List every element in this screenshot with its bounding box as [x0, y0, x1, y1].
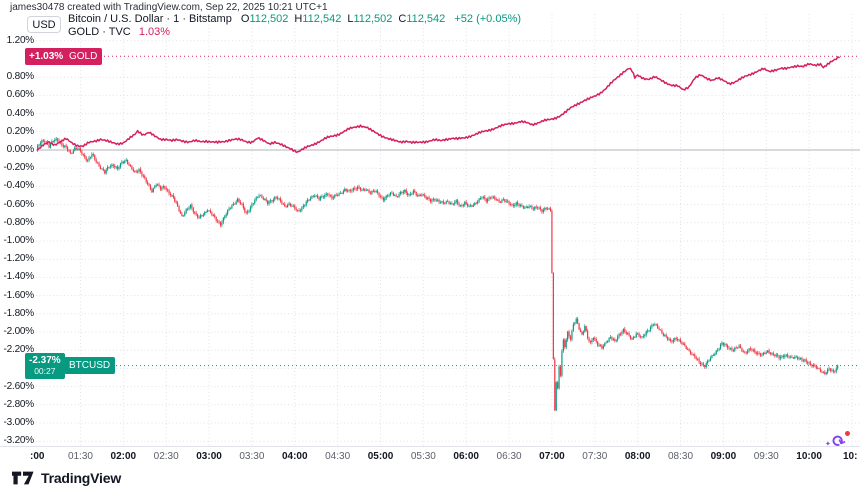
btc-badge-value: -2.37%: [29, 354, 61, 366]
time-tick-label: 02:00: [110, 451, 137, 462]
ohlc-letter: O: [240, 13, 250, 25]
ohlc-values: O112,502 H112,542 L112,502 C112,542: [235, 13, 445, 25]
gold-symbol-badge: GOLD: [64, 47, 103, 65]
symbol-title[interactable]: Bitcoin / U.S. Dollar · 1 · Bitstamp: [68, 13, 232, 25]
btc-badge-countdown: 00:27: [34, 365, 56, 376]
refresh-icon[interactable]: ✦ ⟳: [824, 430, 852, 454]
time-tick-label: 04:30: [325, 451, 351, 462]
time-scale[interactable]: :00 01:30 02:00 02:30 03:00 03:30 04:00 04:30 05…: [0, 446, 860, 467]
tradingview-logo-icon: [12, 471, 34, 485]
tradingview-logo[interactable]: TradingView: [12, 470, 121, 486]
time-tick-label: 10:: [842, 451, 858, 462]
price-chart-canvas[interactable]: [0, 0, 860, 446]
legend-main-row: Bitcoin / U.S. Dollar · 1 · Bitstamp O11…: [68, 13, 521, 26]
ohlc-letter: L: [347, 13, 354, 25]
time-tick-label: 05:30: [410, 451, 436, 462]
time-tick-label: 06:00: [453, 451, 479, 462]
time-tick-label: 02:30: [153, 451, 179, 462]
time-tick-label: 09:00: [710, 451, 737, 462]
time-tick-label: 06:30: [496, 451, 522, 462]
time-tick-label: 03:00: [196, 451, 222, 462]
ohlc-value: 112,542: [302, 13, 342, 25]
ohlc-value: 112,542: [406, 13, 446, 25]
time-tick-label: 07:00: [539, 451, 565, 462]
ohlc-letter: H: [294, 13, 303, 25]
currency-usd-button[interactable]: USD: [27, 16, 61, 33]
ohlc-value: 112,502: [249, 13, 289, 25]
time-tick-label: 08:30: [667, 451, 694, 462]
attribution-text: james30478 created with TradingView.com,…: [10, 2, 328, 13]
time-tick-label: 07:30: [582, 451, 608, 462]
time-tick-label: 01:30: [67, 451, 93, 462]
time-tick-label: 08:00: [624, 451, 651, 462]
time-tick-label: 05:00: [367, 451, 394, 462]
compare-change-value: 1.03%: [138, 26, 171, 38]
legend-compare-row: GOLD · TVC 1.03%: [68, 26, 521, 39]
ohlc-letter: C: [398, 13, 407, 25]
legend: Bitcoin / U.S. Dollar · 1 · Bitstamp O11…: [68, 13, 521, 39]
gold-price-badge: +1.03%: [25, 47, 68, 65]
btc-price-badge: -2.37% 00:27: [25, 352, 65, 379]
time-tick-label: 09:30: [753, 451, 779, 462]
time-tick-label: 04:00: [281, 451, 308, 462]
btc-symbol-badge: BTCUSD: [64, 357, 116, 375]
change-value: +52 (+0.05%): [454, 13, 522, 25]
sparkle-icon: ✦: [825, 441, 831, 448]
tradingview-logo-text: TradingView: [41, 470, 122, 486]
compare-symbol-title[interactable]: GOLD · TVC: [68, 26, 131, 38]
ohlc-value: 112,502: [353, 13, 393, 25]
time-tick-label: :00: [30, 451, 45, 462]
time-tick-label: 03:30: [239, 451, 265, 462]
time-tick-label: 10:00: [796, 451, 822, 462]
notification-dot: [845, 431, 850, 436]
